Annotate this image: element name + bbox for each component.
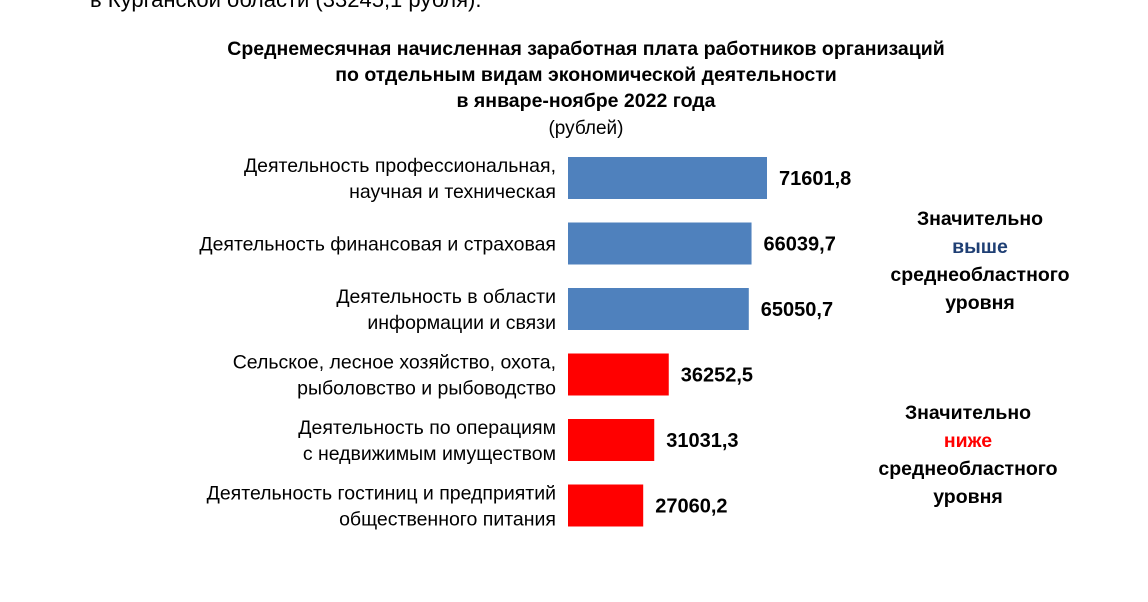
value-label-3: 65050,7 (761, 299, 833, 321)
category-label-4-line-1: Сельское, лесное хозяйство, охота, (233, 352, 556, 374)
category-label-5-line-1: Деятельность по операциям (298, 417, 556, 439)
note-above-line-3: среднеобластного (890, 264, 1070, 286)
value-label-2: 66039,7 (764, 234, 836, 256)
bar-6 (568, 484, 644, 527)
value-label-5: 31031,3 (666, 430, 738, 452)
note-below-line-4: уровня (933, 486, 1003, 508)
value-label-6: 27060,2 (655, 496, 727, 518)
note-above-accent: выше (952, 236, 1008, 258)
bar-2 (568, 222, 752, 265)
note-below-line-3: среднеобластного (878, 458, 1058, 480)
bar-1 (568, 157, 767, 199)
chart-title-line-2: по отдельным видам экономической деятель… (335, 64, 837, 86)
note-below-accent: ниже (943, 430, 993, 452)
bar-3 (568, 288, 749, 330)
note-below: Значительно ниже среднеобластного уровня (848, 399, 1088, 511)
category-label-5-line-2: с недвижимым имуществом (303, 443, 556, 465)
category-label-6-line-1: Деятельность гостиниц и предприятий (207, 483, 556, 505)
chart-title: Среднемесячная начисленная заработная пл… (0, 36, 1148, 114)
note-above: Значительно выше среднеобластного уровня (860, 205, 1100, 317)
chart-title-line-3: в январе-ноябре 2022 года (456, 90, 716, 112)
category-label-4-line-2: рыболовство и рыбоводство (297, 378, 556, 400)
category-label-1-line-2: научная и техническая (349, 181, 556, 203)
value-label-1: 71601,8 (779, 168, 851, 190)
bar-4 (568, 353, 669, 396)
chart-title-line-1: Среднемесячная начисленная заработная пл… (227, 38, 945, 60)
bar-5 (568, 419, 655, 461)
category-label-3-line-1: Деятельность в области (336, 286, 556, 308)
partial-header-text: в Курганской области (33245,1 рубля). (90, 0, 481, 13)
note-below-line-1: Значительно (904, 402, 1032, 424)
category-label-6-line-2: общественного питания (339, 509, 556, 531)
category-label-3-line-2: информации и связи (367, 312, 556, 334)
note-above-line-4: уровня (945, 292, 1015, 314)
category-label-2-line-1: Деятельность финансовая и страховая (199, 234, 556, 256)
category-label-1-line-1: Деятельность профессиональная, (244, 155, 556, 177)
chart-unit: (рублей) (548, 118, 624, 139)
value-label-4: 36252,5 (681, 365, 753, 387)
note-above-line-1: Значительно (916, 208, 1044, 230)
